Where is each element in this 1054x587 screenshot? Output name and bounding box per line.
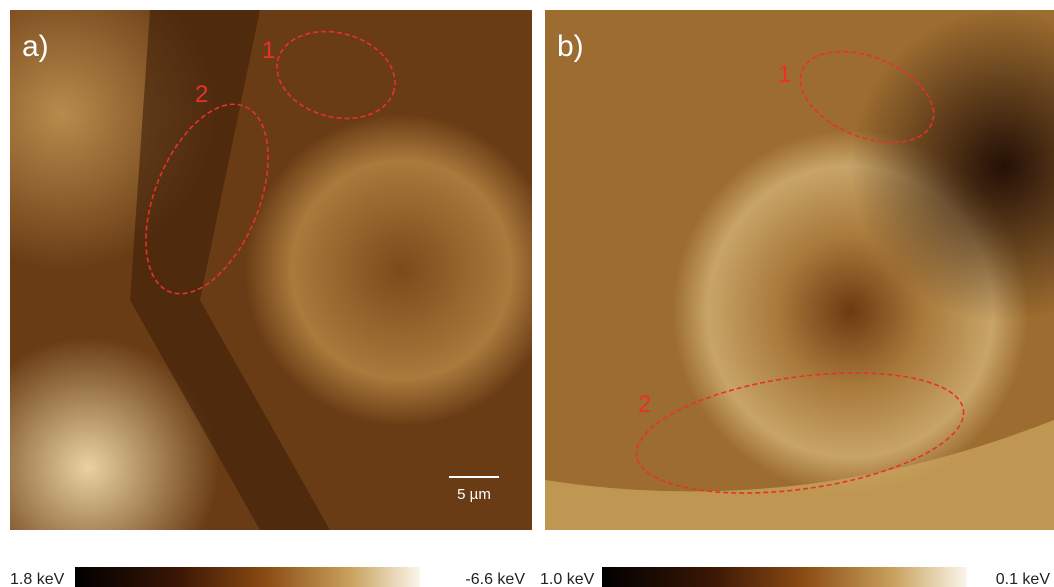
colorbar-label: 0.1 keV xyxy=(996,571,1051,587)
panel-b: b) 1 2 xyxy=(545,10,1054,530)
region-marker: 1 xyxy=(262,37,275,64)
colorbar-label: 1.0 keV xyxy=(540,571,595,587)
colorbar-label: 1.8 keV xyxy=(10,571,65,587)
colorbar xyxy=(602,567,967,587)
region-marker: 1 xyxy=(778,61,791,88)
panel-label: a) xyxy=(22,30,49,63)
figure: a) 1 2 5 µm b) 1 2 1.8 keV -6.6 keV 1.0 … xyxy=(0,0,1054,587)
region-marker: 2 xyxy=(638,391,651,418)
colorbar-label: -6.6 keV xyxy=(465,571,525,587)
colorbar xyxy=(75,567,420,587)
colorbar-a: 1.8 keV -6.6 keV xyxy=(10,567,525,587)
panel-label: b) xyxy=(557,30,584,63)
colorbar-b: 1.0 keV 0.1 keV xyxy=(540,567,1050,587)
region-marker: 2 xyxy=(195,81,208,108)
scale-bar-label: 5 µm xyxy=(457,486,491,503)
panel-a: a) 1 2 5 µm xyxy=(10,10,532,530)
